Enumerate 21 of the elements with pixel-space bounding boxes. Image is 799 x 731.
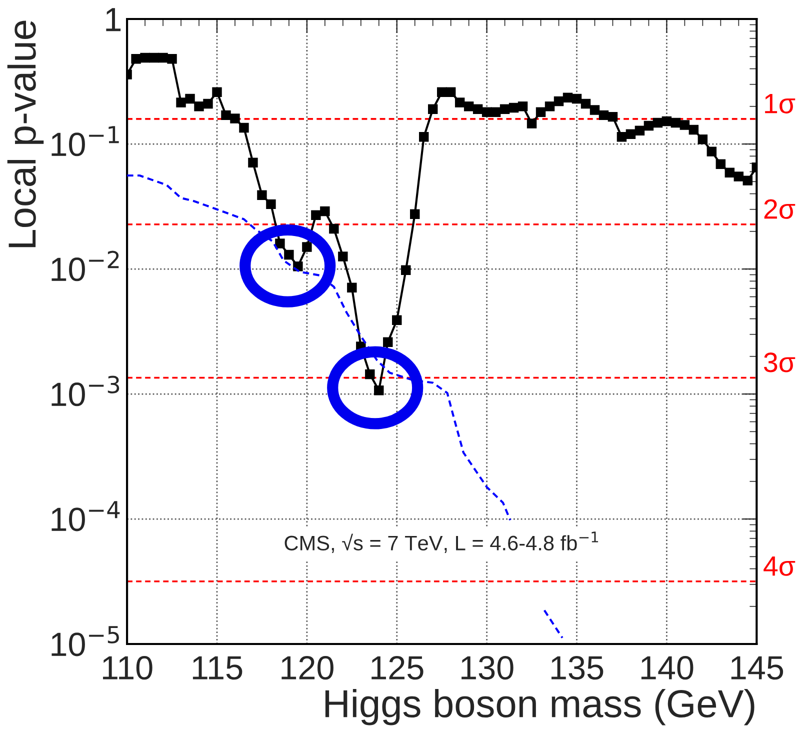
y-tick-label: 10$^{−1}$ (52, 126, 119, 156)
x-tick-label: 145 (731, 656, 784, 680)
x-tick-label: 110 (103, 656, 152, 680)
x-tick-label: 120 (282, 656, 334, 680)
x-tick-label: 140 (641, 656, 694, 680)
y-tick-label: 10$^{−3}$ (52, 376, 120, 406)
ref-line-label: 2σ (764, 199, 796, 219)
y-tick-label: 1 (106, 8, 121, 32)
ref-line-label: 4σ (764, 556, 796, 576)
x-tick-label: 130 (462, 656, 514, 680)
y-tick-label: 10$^{−4}$ (52, 501, 120, 532)
x-tick-label: 115 (192, 656, 242, 680)
x-tick-label: 125 (372, 656, 424, 680)
x-tick-label: 135 (552, 656, 604, 680)
x-axis-title: Higgs boson mass (GeV) (325, 688, 754, 726)
ref-line-label: 3σ (764, 352, 796, 372)
annotation: CMS, √s = 7 TeV, L = 4.6-4.8 fb$^{−1}$ (284, 532, 598, 553)
y-axis-title: Local p-value (7, 20, 44, 248)
y-tick-label: 10$^{−2}$ (52, 250, 119, 282)
y-tick-label: 10$^{−5}$ (52, 626, 119, 656)
ref-line-label: 1σ (765, 94, 796, 114)
